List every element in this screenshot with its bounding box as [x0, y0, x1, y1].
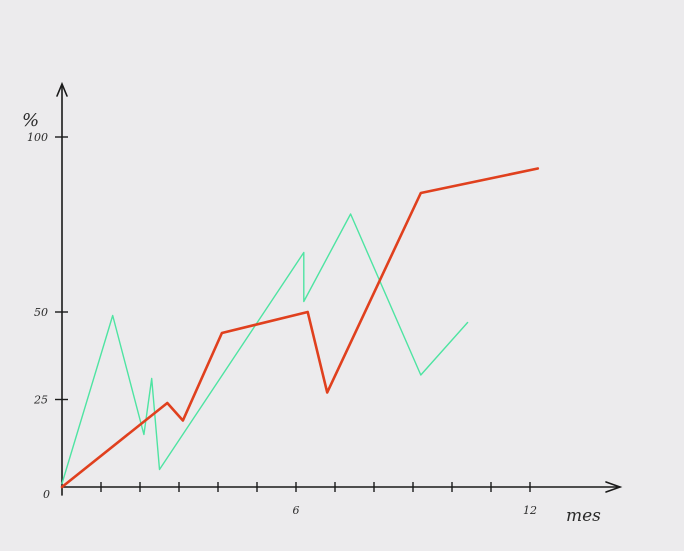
x-tick-label: 12	[523, 504, 537, 517]
y-axis-label: %	[22, 110, 39, 131]
x-tick-label: 6	[293, 504, 300, 517]
x-axis-label: mes	[566, 506, 601, 526]
y-tick-label: 0	[43, 488, 50, 501]
y-axis-arrow-icon	[56, 81, 68, 97]
x-ticks: 6 12	[100, 482, 537, 517]
y-tick-label: 100	[27, 131, 48, 144]
x-axis-arrow-icon	[605, 481, 623, 493]
y-tick-label: 50	[34, 306, 48, 319]
axes	[56, 81, 623, 496]
series-layer	[60, 167, 540, 489]
y-ticks: 0 25 50 100	[27, 131, 68, 501]
series-line-1	[60, 167, 540, 489]
series-line-2	[61, 213, 469, 485]
y-tick-label: 25	[33, 394, 48, 407]
